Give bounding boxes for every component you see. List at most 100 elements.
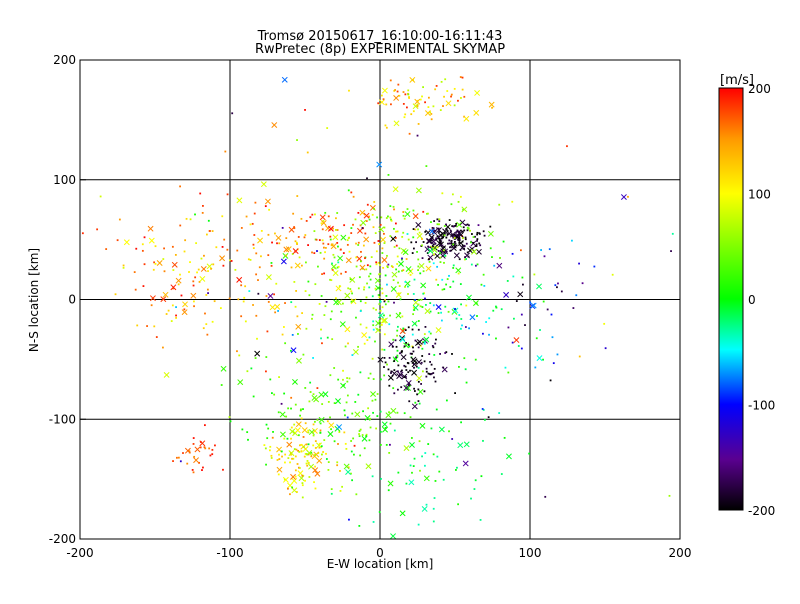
data-point — [361, 434, 364, 436]
data-point — [315, 238, 318, 241]
data-point — [135, 247, 138, 250]
data-point — [386, 254, 388, 257]
data-point — [414, 228, 417, 231]
data-point — [350, 290, 353, 293]
data-point-cross — [328, 422, 335, 429]
data-point — [357, 393, 360, 396]
data-point — [392, 338, 395, 341]
data-point — [434, 88, 437, 91]
data-point-cross — [345, 257, 352, 264]
data-point — [462, 226, 465, 229]
data-point-cross — [503, 291, 510, 298]
data-point — [403, 376, 406, 378]
data-point-cross — [377, 356, 384, 363]
data-point — [578, 262, 580, 265]
data-point — [395, 244, 398, 247]
data-point — [192, 284, 195, 287]
data-point-cross — [399, 510, 406, 517]
data-point-cross — [148, 237, 155, 244]
data-point — [192, 443, 195, 445]
data-point — [412, 350, 415, 353]
data-point — [435, 278, 438, 281]
data-point — [551, 336, 554, 339]
data-point — [331, 269, 334, 271]
data-point — [388, 384, 391, 387]
x-tick-label: 100 — [519, 546, 542, 560]
data-point-cross — [308, 429, 315, 436]
data-point — [372, 226, 375, 229]
data-point — [277, 310, 279, 312]
data-point — [460, 229, 462, 232]
data-point-cross — [411, 403, 418, 410]
data-point — [364, 257, 366, 260]
data-point — [439, 109, 442, 111]
data-point — [372, 320, 375, 323]
data-point — [381, 292, 384, 295]
data-point — [393, 369, 396, 372]
data-point — [416, 251, 418, 253]
data-point — [372, 521, 375, 523]
data-point — [396, 263, 399, 265]
data-point — [368, 275, 370, 278]
data-point — [460, 421, 463, 424]
data-point — [422, 341, 424, 344]
data-point — [429, 302, 432, 304]
data-point — [437, 227, 440, 230]
data-point — [341, 302, 344, 305]
data-point — [457, 272, 460, 275]
data-point — [476, 263, 479, 266]
data-point — [296, 315, 299, 318]
data-point — [431, 345, 434, 347]
data-point-cross — [387, 480, 394, 487]
data-point — [390, 218, 392, 221]
data-point — [355, 242, 357, 245]
data-point — [378, 243, 381, 246]
data-point — [248, 290, 251, 292]
data-point — [428, 258, 430, 261]
data-point — [418, 299, 421, 301]
data-point — [478, 242, 481, 245]
data-point-cross — [378, 226, 385, 233]
data-point — [369, 417, 372, 420]
data-point — [415, 365, 418, 368]
data-point — [474, 235, 476, 238]
data-point — [337, 443, 339, 445]
data-point — [393, 429, 396, 432]
data-point-cross — [364, 414, 371, 421]
data-point-cross — [475, 248, 482, 255]
data-point — [377, 102, 380, 105]
data-point — [314, 440, 317, 443]
data-point — [417, 265, 420, 268]
data-point — [381, 252, 384, 254]
colorbar-tick-label: 100 — [748, 188, 771, 202]
data-point — [347, 189, 350, 192]
data-point — [172, 269, 175, 271]
data-point — [441, 288, 444, 291]
data-point — [456, 466, 458, 469]
data-point-cross — [254, 350, 261, 357]
data-point — [329, 235, 332, 238]
data-point — [394, 89, 396, 91]
data-point-cross — [182, 301, 188, 308]
data-point — [272, 431, 274, 433]
data-point — [290, 396, 293, 399]
data-point — [432, 372, 435, 374]
data-point — [520, 347, 523, 350]
data-point — [380, 477, 382, 480]
data-point — [271, 436, 274, 439]
data-point — [379, 410, 382, 413]
data-point-cross — [445, 100, 452, 107]
data-point-cross — [337, 255, 344, 262]
data-point — [417, 228, 419, 231]
data-point — [366, 203, 369, 206]
data-point — [284, 461, 286, 464]
data-point — [330, 488, 333, 491]
data-point — [305, 453, 308, 455]
data-point — [377, 294, 380, 296]
data-point — [351, 412, 354, 415]
data-point — [368, 286, 371, 289]
data-point — [397, 281, 399, 284]
data-point — [220, 384, 223, 386]
data-point — [269, 445, 272, 448]
data-point-cross — [199, 275, 206, 282]
